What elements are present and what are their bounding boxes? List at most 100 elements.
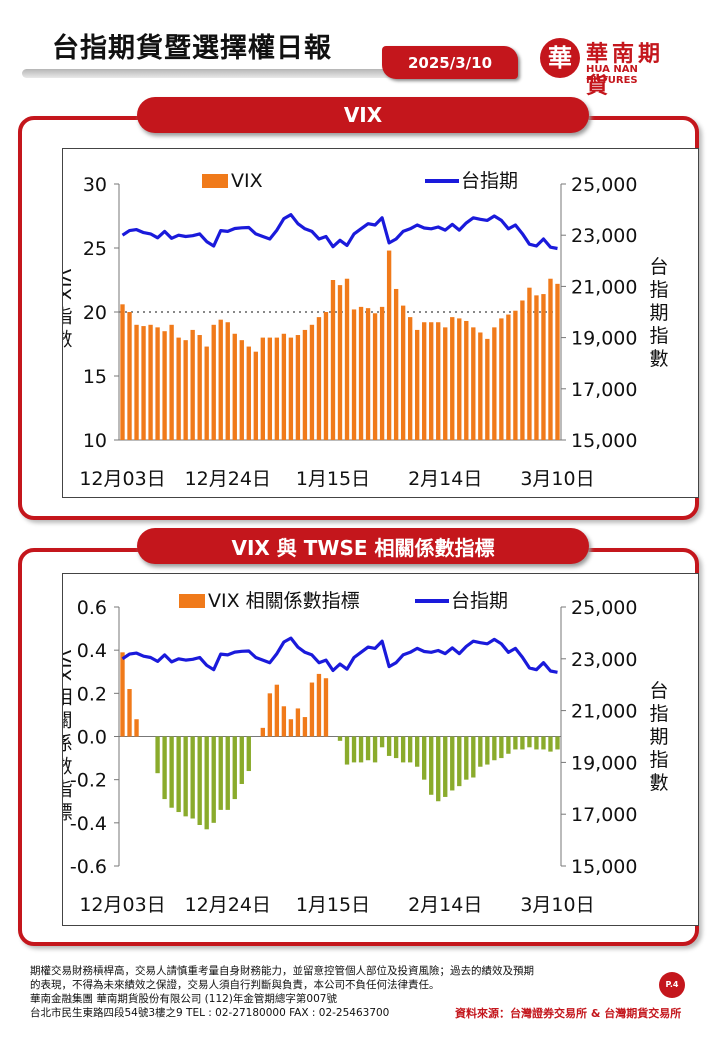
bar <box>225 736 230 810</box>
bar <box>457 736 462 787</box>
bar <box>190 736 195 819</box>
bar <box>400 305 406 440</box>
y-tick-label: -0.4 <box>70 813 107 835</box>
bar <box>295 335 301 440</box>
legend-bar-swatch <box>202 174 228 188</box>
title-underline <box>22 69 502 78</box>
y-axis-title-part: 指 <box>63 305 73 327</box>
report-date: 2025/3/10 <box>382 46 518 79</box>
bar <box>239 736 244 784</box>
bar <box>218 736 223 810</box>
y-tick-label: 0.4 <box>77 640 107 662</box>
y2-axis-title-part: 數 <box>649 772 668 794</box>
bar <box>316 317 322 440</box>
y2-tick-label: 19,000 <box>571 752 637 774</box>
y-tick-label: 0.2 <box>77 683 107 705</box>
y-axis-title-part: 相 <box>63 686 73 708</box>
bar <box>211 324 216 440</box>
bar <box>190 329 195 440</box>
y2-axis-title-part: 數 <box>649 348 668 370</box>
bar <box>372 313 378 440</box>
y-tick-label: 15 <box>83 366 107 388</box>
y-tick-label: 30 <box>83 174 107 196</box>
y2-tick-label: 23,000 <box>571 225 637 247</box>
y2-axis-title-part: 期 <box>649 726 668 748</box>
page-number-badge: P.4 <box>659 972 685 998</box>
bar <box>183 736 188 817</box>
bar <box>365 736 371 761</box>
bar <box>485 736 490 765</box>
y2-tick-label: 15,000 <box>571 430 637 452</box>
legend-bar-label: VIX <box>231 170 263 192</box>
bar <box>176 337 181 440</box>
bar <box>169 324 174 440</box>
bar <box>386 736 392 756</box>
logo-icon: 華 <box>540 38 580 78</box>
bar <box>260 727 266 737</box>
bar <box>155 327 160 440</box>
bar <box>337 285 343 440</box>
bar <box>478 332 483 440</box>
bar <box>239 340 244 440</box>
bar <box>436 736 441 802</box>
bar <box>183 340 188 440</box>
bar <box>141 326 146 440</box>
correlation-chart-frame: -0.6 -0.4 -0.2 0.0 0.2 0.4 0.6 15,000 17,000 19,0… <box>53 573 699 926</box>
y2-tick-label: 19,000 <box>571 328 637 350</box>
bar <box>267 337 273 440</box>
bar <box>337 736 343 741</box>
bar <box>429 322 434 440</box>
legend-line-label: 台指期 <box>461 170 518 192</box>
bar <box>400 736 406 763</box>
y2-axis-title-part: 指 <box>649 325 668 347</box>
y2-tick-label: 17,000 <box>571 804 637 826</box>
bar <box>534 736 539 750</box>
y-axis-title-part: 數 <box>63 755 73 777</box>
bar <box>372 736 378 763</box>
bar <box>471 327 476 440</box>
y2-axis-title-part: 指 <box>649 749 668 771</box>
bar <box>443 327 448 440</box>
bar <box>204 736 209 830</box>
bar <box>506 314 511 440</box>
bar <box>527 287 532 440</box>
y2-axis-title-part: 台 <box>649 256 668 278</box>
y2-tick-label: 21,000 <box>571 276 637 298</box>
bar <box>393 288 399 440</box>
y2-tick-label: 15,000 <box>571 856 637 878</box>
bar <box>134 324 139 440</box>
bar <box>330 280 336 440</box>
bar <box>127 689 132 737</box>
bar <box>127 312 132 440</box>
taiex-futures-line <box>121 636 558 674</box>
bar <box>267 693 273 737</box>
y-tick-label: 0.0 <box>77 727 107 749</box>
bar <box>344 278 350 440</box>
company-address: 台北市民生東路四段54號3樓之9 TEL : 02-27180000 FAX :… <box>30 1007 390 1019</box>
bar <box>281 706 287 737</box>
bar <box>253 351 258 440</box>
bar <box>169 736 174 808</box>
bar <box>407 317 413 440</box>
bar <box>288 719 294 737</box>
bar <box>379 306 385 440</box>
bar <box>471 736 476 778</box>
y-axis-title-part: VIX <box>63 650 75 682</box>
bar <box>443 736 448 797</box>
y2-axis-title-part: 指 <box>649 279 668 301</box>
bar <box>274 684 280 737</box>
bar <box>499 318 504 440</box>
correlation-banner: VIX 與 TWSE 相關係數指標 <box>137 528 589 564</box>
bar <box>527 736 532 748</box>
y-tick-label: 0.6 <box>77 597 107 619</box>
bar <box>436 322 441 440</box>
bar <box>232 333 237 440</box>
page-title: 台指期貨暨選擇權日報 <box>52 33 332 64</box>
y2-tick-label: 25,000 <box>571 597 637 619</box>
bar <box>499 736 504 759</box>
bar <box>555 283 560 440</box>
bar <box>541 736 546 750</box>
bar <box>393 736 399 759</box>
bar <box>309 324 315 440</box>
bar <box>457 318 462 440</box>
